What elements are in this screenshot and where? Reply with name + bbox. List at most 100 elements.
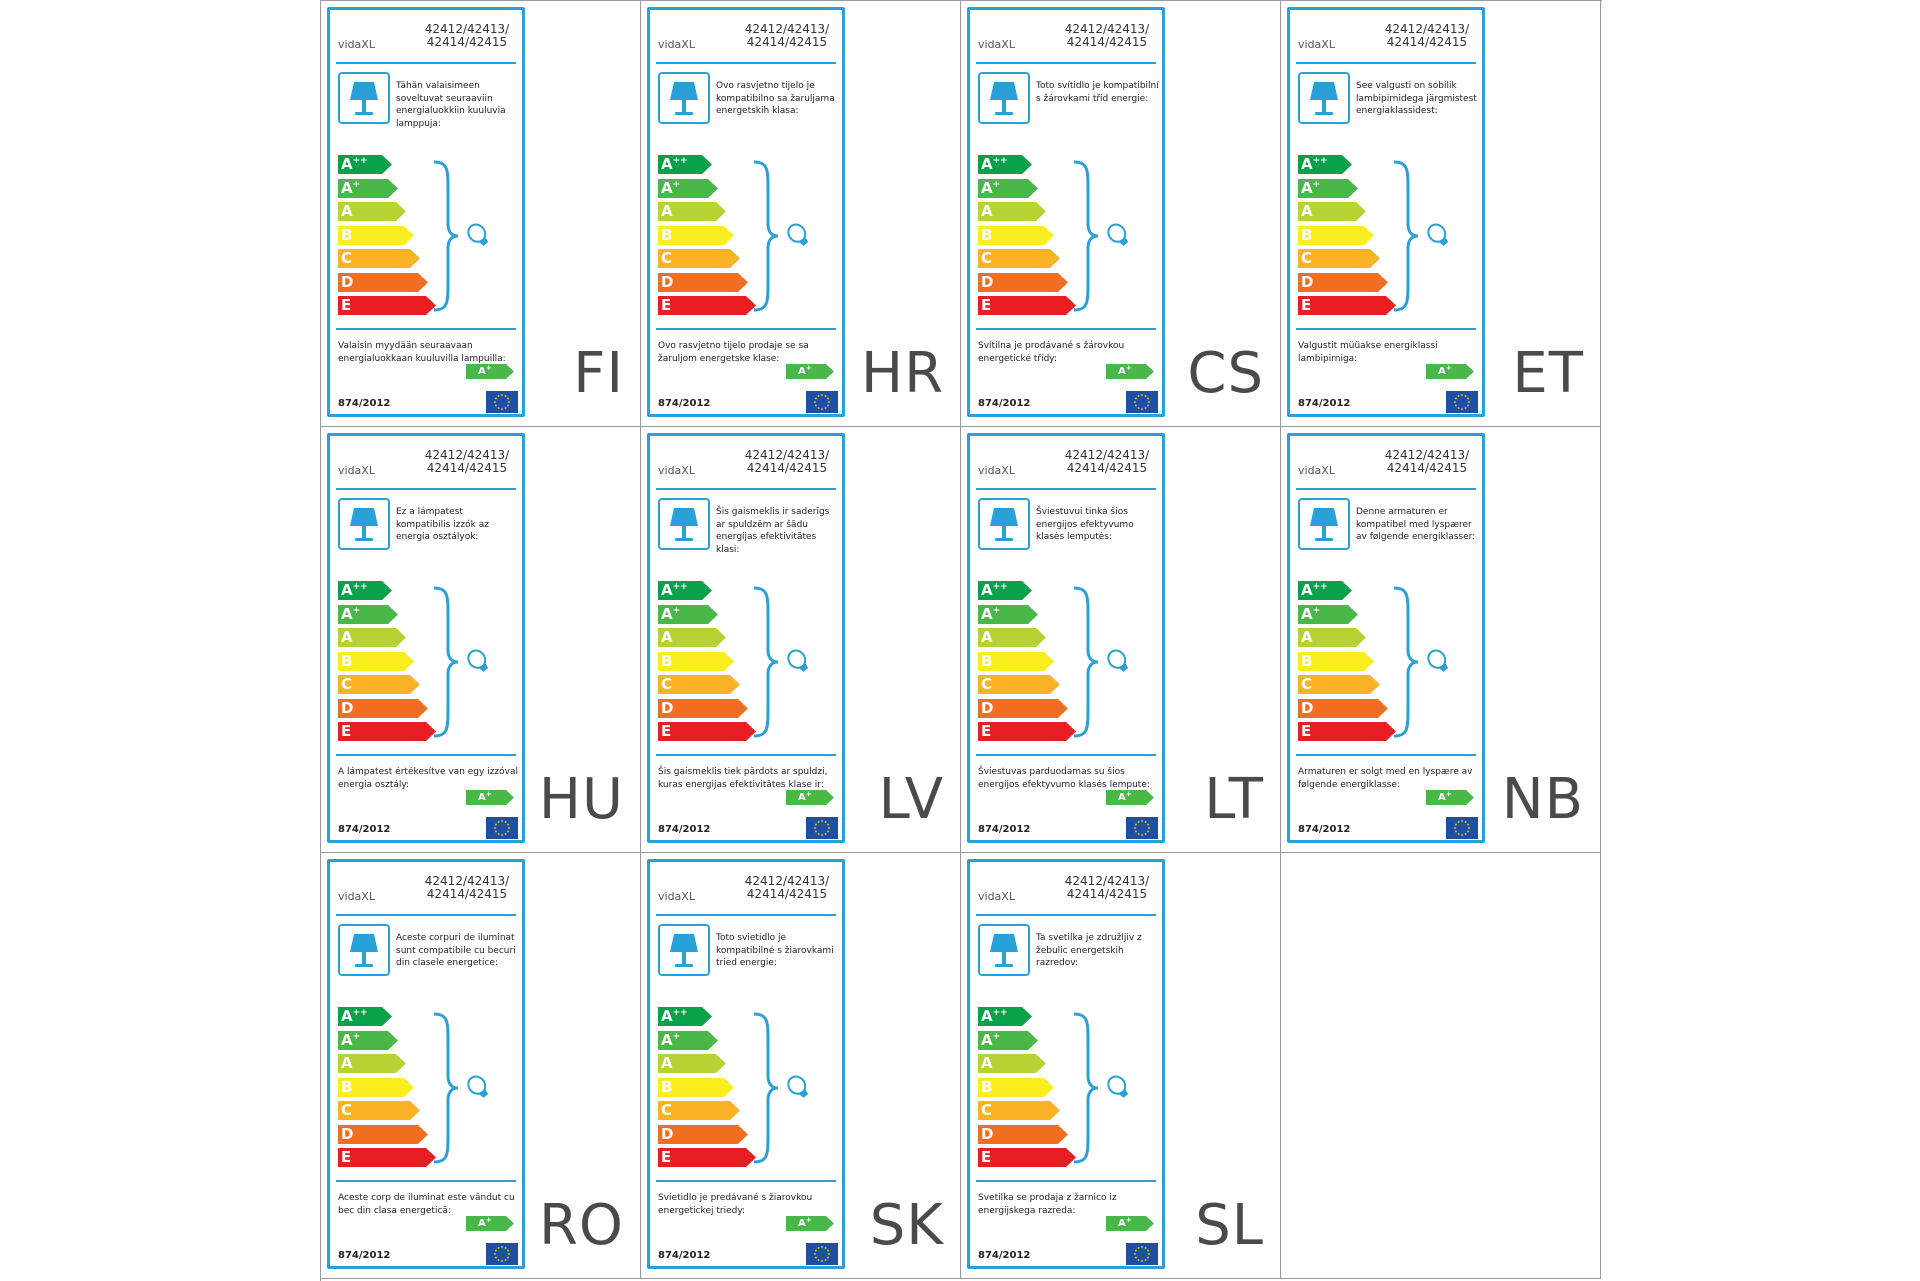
energy-class-arrow: [658, 722, 756, 741]
energy-class-arrow: [1298, 651, 1374, 671]
energy-class-scale: A++ A+ A B C D E: [658, 155, 756, 315]
regulation-number: 874/2012: [338, 398, 391, 409]
energy-class-letter: A: [1301, 628, 1313, 646]
lamp-icon: [978, 924, 1030, 976]
energy-class-arrow: [978, 1054, 1046, 1073]
energy-class-letter: A+: [661, 178, 681, 197]
energy-class-letter: A++: [661, 1007, 688, 1025]
regulation-number: 874/2012: [658, 398, 711, 409]
energy-class-letter: B: [981, 651, 993, 670]
model-numbers: 42412/42413/ 42414/42415: [744, 22, 830, 49]
energy-class-letter: A+: [341, 178, 361, 197]
energy-class-letter: A: [341, 1054, 353, 1072]
bulb-icon: [1107, 649, 1129, 672]
energy-class-letter: B: [661, 225, 673, 244]
bottom-divider: [976, 1180, 1156, 1182]
bulb-icon: [1427, 649, 1449, 672]
sold-class-badge: A+: [466, 1216, 514, 1231]
top-divider: [336, 488, 516, 490]
energy-class-letter: D: [981, 698, 994, 717]
model-numbers: 42412/42413/ 42414/42415: [424, 874, 510, 901]
energy-class-arrow: [978, 651, 1054, 671]
energy-class-letter: D: [341, 698, 354, 717]
lamp-icon: [338, 924, 390, 976]
energy-class-arrow: [338, 722, 436, 741]
energy-class-arrow: [658, 1054, 726, 1073]
energy-class-arrow: [1298, 202, 1366, 221]
bottom-divider: [1296, 754, 1476, 756]
energy-class-letter: A+: [981, 178, 1001, 197]
brace-icon: [753, 160, 779, 312]
energy-class-arrow: [338, 272, 428, 292]
energy-class-arrow: [658, 202, 726, 221]
energy-class-letter: A: [341, 628, 353, 646]
energy-class-letter: A++: [1301, 155, 1328, 173]
energy-class-letter: C: [341, 249, 353, 267]
energy-class-arrow: [338, 651, 414, 671]
energy-class-arrow: [1298, 155, 1352, 174]
energy-class-letter: D: [981, 272, 994, 291]
energy-class-letter: E: [661, 722, 672, 740]
brace-icon: [433, 586, 459, 738]
bulb-icon: [787, 223, 809, 246]
sold-with-text: Svietidlo je predávané s žiarovkou energ…: [658, 1193, 813, 1216]
energy-class-arrow: [1298, 272, 1388, 292]
energy-label: vidaXL 42412/42413/ 42414/42415 Šviestuv…: [967, 433, 1165, 843]
sold-with-text: A lámpatest értékesítve van egy izzóval …: [338, 767, 518, 790]
energy-class-letter: C: [661, 249, 673, 267]
energy-class-arrow: [1298, 249, 1380, 268]
brace-icon: [1393, 586, 1419, 738]
energy-class-arrow: [658, 628, 726, 647]
language-code: SK: [869, 1193, 944, 1258]
energy-class-letter: A++: [341, 155, 368, 173]
energy-label: vidaXL 42412/42413/ 42414/42415 Denne ar…: [1287, 433, 1485, 843]
compatibility-text: Aceste corpuri de iluminat sunt compatib…: [396, 933, 516, 968]
energy-class-arrow: [1298, 604, 1358, 624]
energy-class-arrow: [978, 1148, 1076, 1167]
lamp-icon: [658, 72, 710, 124]
energy-class-letter: B: [341, 651, 353, 670]
brand-name: vidaXL: [338, 890, 375, 903]
energy-class-arrow: [338, 581, 392, 600]
energy-class-letter: C: [981, 249, 993, 267]
energy-class-arrow: [338, 1148, 436, 1167]
label-cell-sl: vidaXL 42412/42413/ 42414/42415 Ta sveti…: [961, 853, 1281, 1279]
energy-class-letter: A: [661, 628, 673, 646]
lamp-icon: [978, 498, 1030, 550]
label-cell-hr: vidaXL 42412/42413/ 42414/42415 Ovo rasv…: [641, 1, 961, 427]
sold-with-text: Šis gaismeklis tiek pārdots ar spuldzi, …: [658, 767, 828, 790]
language-code: LV: [878, 767, 944, 832]
bottom-divider: [336, 328, 516, 330]
regulation-number: 874/2012: [1298, 824, 1351, 835]
brace-icon: [1073, 586, 1099, 738]
energy-class-letter: A: [341, 202, 353, 220]
energy-class-letter: A++: [341, 581, 368, 599]
brand-name: vidaXL: [658, 464, 695, 477]
energy-class-arrow: [1298, 675, 1380, 694]
compatibility-text: Tähän valaisimeen soveltuvat seuraaviin …: [396, 81, 506, 129]
energy-class-letter: C: [661, 1101, 673, 1119]
sold-with-text: Šviestuvas parduodamas su šios energijos…: [978, 767, 1150, 790]
eu-flag-icon: [486, 1243, 518, 1265]
energy-class-letter: E: [341, 1148, 352, 1166]
regulation-number: 874/2012: [978, 398, 1031, 409]
model-numbers: 42412/42413/ 42414/42415: [744, 874, 830, 901]
bulb-icon: [1107, 1075, 1129, 1098]
energy-class-letter: E: [981, 296, 992, 314]
brand-name: vidaXL: [978, 38, 1015, 51]
compatibility-text: Ez a lámpatest kompatibilis izzók az ene…: [396, 507, 489, 542]
energy-class-arrow: [338, 249, 420, 268]
energy-class-arrow: [338, 178, 398, 198]
empty-cell: [1281, 853, 1601, 1279]
energy-class-arrow: [338, 155, 392, 174]
energy-class-letter: C: [1301, 249, 1313, 267]
energy-class-letter: C: [981, 675, 993, 693]
brace-icon: [433, 160, 459, 312]
bottom-divider: [656, 328, 836, 330]
sold-with-text: Valgustit müüakse energiklassi lambipirn…: [1298, 341, 1438, 364]
energy-class-arrow: [658, 1101, 740, 1120]
energy-class-scale: A++ A+ A B C D E: [658, 1007, 756, 1167]
energy-class-letter: E: [981, 722, 992, 740]
energy-class-letter: B: [1301, 651, 1313, 670]
energy-class-arrow: [338, 698, 428, 718]
